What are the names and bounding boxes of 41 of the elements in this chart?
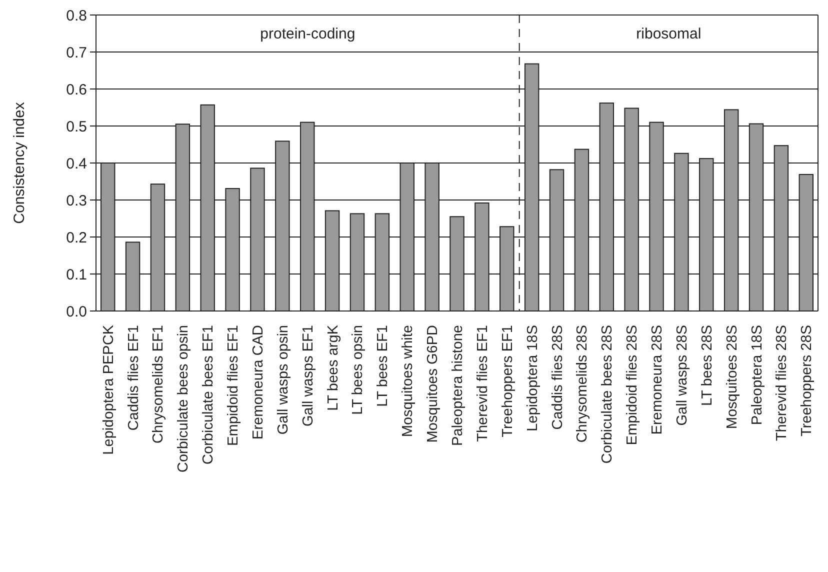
y-tick-label: 0.0 bbox=[66, 303, 87, 320]
x-tick-label: Eremoneura CAD bbox=[250, 325, 266, 440]
x-tick-label: LT bees opsin bbox=[350, 325, 366, 415]
x-tick-label: Mosquitoes 28S bbox=[724, 325, 740, 429]
y-tick-label: 0.8 bbox=[66, 7, 87, 24]
x-tick-label: Mosquitoes white bbox=[400, 325, 416, 438]
x-tick-label: Corbiculate bees EF1 bbox=[200, 325, 217, 464]
x-tick-label: Mosquitoes G6PD bbox=[425, 325, 442, 443]
x-tick-label: Treehoppers EF1 bbox=[500, 325, 516, 438]
x-tick-label: Corbiculate bees 28S bbox=[600, 325, 616, 464]
x-tick-label: Therevid flies 28S bbox=[774, 325, 790, 442]
x-tick-label: Chrysomelids EF1 bbox=[150, 325, 167, 444]
x-tick-label: LT bees argK bbox=[325, 324, 342, 411]
x-tick-label: Lepidoptera 18S bbox=[524, 325, 541, 432]
x-tick-label: Paleoptera histone bbox=[450, 325, 466, 446]
annotation: protein-coding bbox=[260, 26, 356, 42]
x-tick-label: Caddis flies 28S bbox=[550, 325, 566, 430]
x-tick-label: Eremoneura 28S bbox=[650, 325, 666, 435]
y-tick-label: 0.3 bbox=[66, 192, 87, 210]
x-tick-label: Lepidoptera PEPCK bbox=[100, 324, 117, 455]
y-tick-label: 0.4 bbox=[66, 155, 87, 172]
y-tick-label: 0.2 bbox=[66, 229, 87, 246]
x-tick-label: Treehoppers 28S bbox=[799, 325, 816, 437]
x-tick-label: Corbiculate bees opsin bbox=[176, 325, 192, 473]
x-tick-label: Empidoid flies 28S bbox=[624, 325, 641, 446]
y-tick-label: 0.5 bbox=[66, 118, 87, 136]
y-axis-title: Consistency index bbox=[11, 102, 28, 224]
x-tick-label: Caddis flies EF1 bbox=[126, 325, 142, 431]
x-tick-label: Gall wasps EF1 bbox=[300, 325, 316, 427]
x-tick-label: Paleoptera 18S bbox=[749, 325, 766, 425]
y-tick-label: 0.1 bbox=[66, 266, 87, 284]
x-tick-label: Chrysomelids 28S bbox=[574, 325, 591, 443]
x-tick-label: Therevid flies EF1 bbox=[474, 325, 491, 442]
y-tick-label: 0.6 bbox=[66, 81, 87, 98]
x-tick-label: LT bees 28S bbox=[699, 325, 716, 406]
x-tick-label: Gall wasps opsin bbox=[275, 325, 292, 435]
y-tick-label: 0.7 bbox=[66, 44, 87, 62]
annotation: ribosomal bbox=[636, 26, 702, 42]
x-tick-label: Gall wasps 28S bbox=[674, 325, 690, 426]
x-tick-label: LT bees EF1 bbox=[375, 325, 392, 407]
x-tick-label: Empidoid flies EF1 bbox=[226, 325, 242, 446]
